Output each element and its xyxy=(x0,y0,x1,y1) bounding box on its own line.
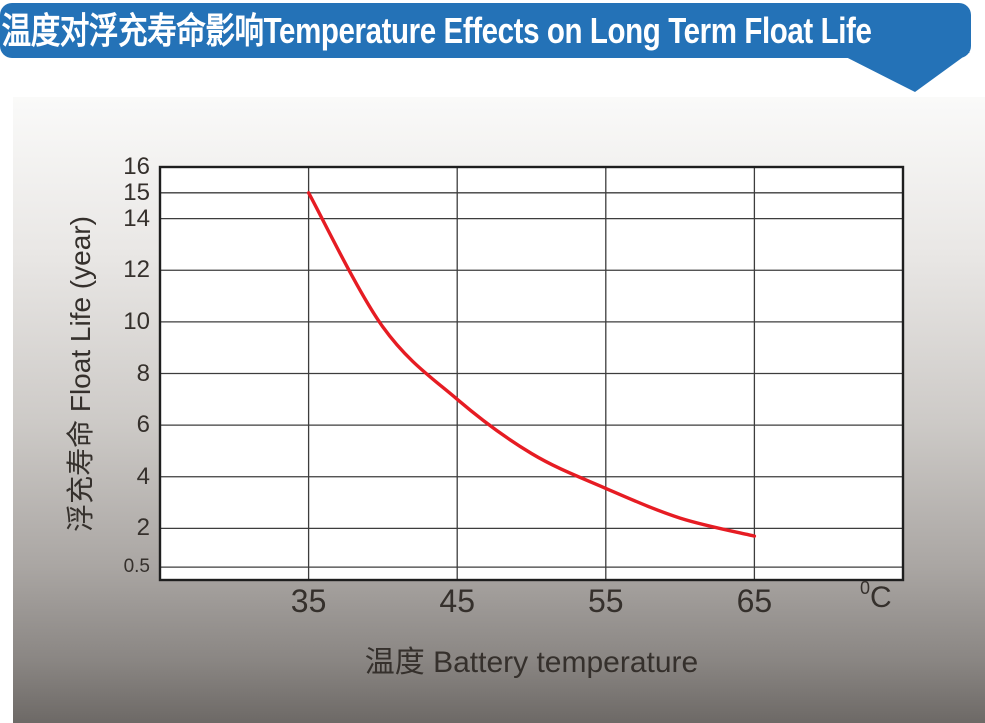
degree-sup: 0 xyxy=(860,578,871,598)
y-tick-label: 8 xyxy=(136,359,150,387)
y-tick-label: 14 xyxy=(123,204,150,232)
y-tick-label: 4 xyxy=(136,462,150,490)
y-tick-label: 6 xyxy=(136,411,150,439)
y-tick-label: 12 xyxy=(123,256,150,284)
banner-tail-pointer xyxy=(836,52,970,92)
y-tick-label: 16 xyxy=(123,153,150,180)
plot-border xyxy=(158,165,905,582)
y-tick-label: 2 xyxy=(136,514,150,542)
chart-plot-area xyxy=(158,165,905,582)
x-tick-label: 35 xyxy=(290,583,327,619)
x-axis-unit-label: 0C xyxy=(860,578,892,615)
y-axis-title-wrap: 浮充寿命 Float Life (year) xyxy=(46,167,112,580)
y-axis-title: 浮充寿命 Float Life (year) xyxy=(65,215,97,532)
unit-base: C xyxy=(870,581,892,614)
page-title: 温度对浮充寿命影响Temperature Effects on Long Ter… xyxy=(1,10,872,51)
title-banner: 温度对浮充寿命影响Temperature Effects on Long Ter… xyxy=(0,3,971,58)
x-tick-label: 65 xyxy=(736,583,773,619)
y-tick-label: 10 xyxy=(123,307,150,335)
x-axis-title: 温度 Battery temperature xyxy=(364,646,699,679)
x-tick-label: 45 xyxy=(439,583,475,619)
y-tick-label: 0.5 xyxy=(123,556,150,578)
float-life-curve xyxy=(306,191,757,538)
x-tick-label: 55 xyxy=(588,583,624,619)
y-tick-label: 15 xyxy=(123,178,150,206)
